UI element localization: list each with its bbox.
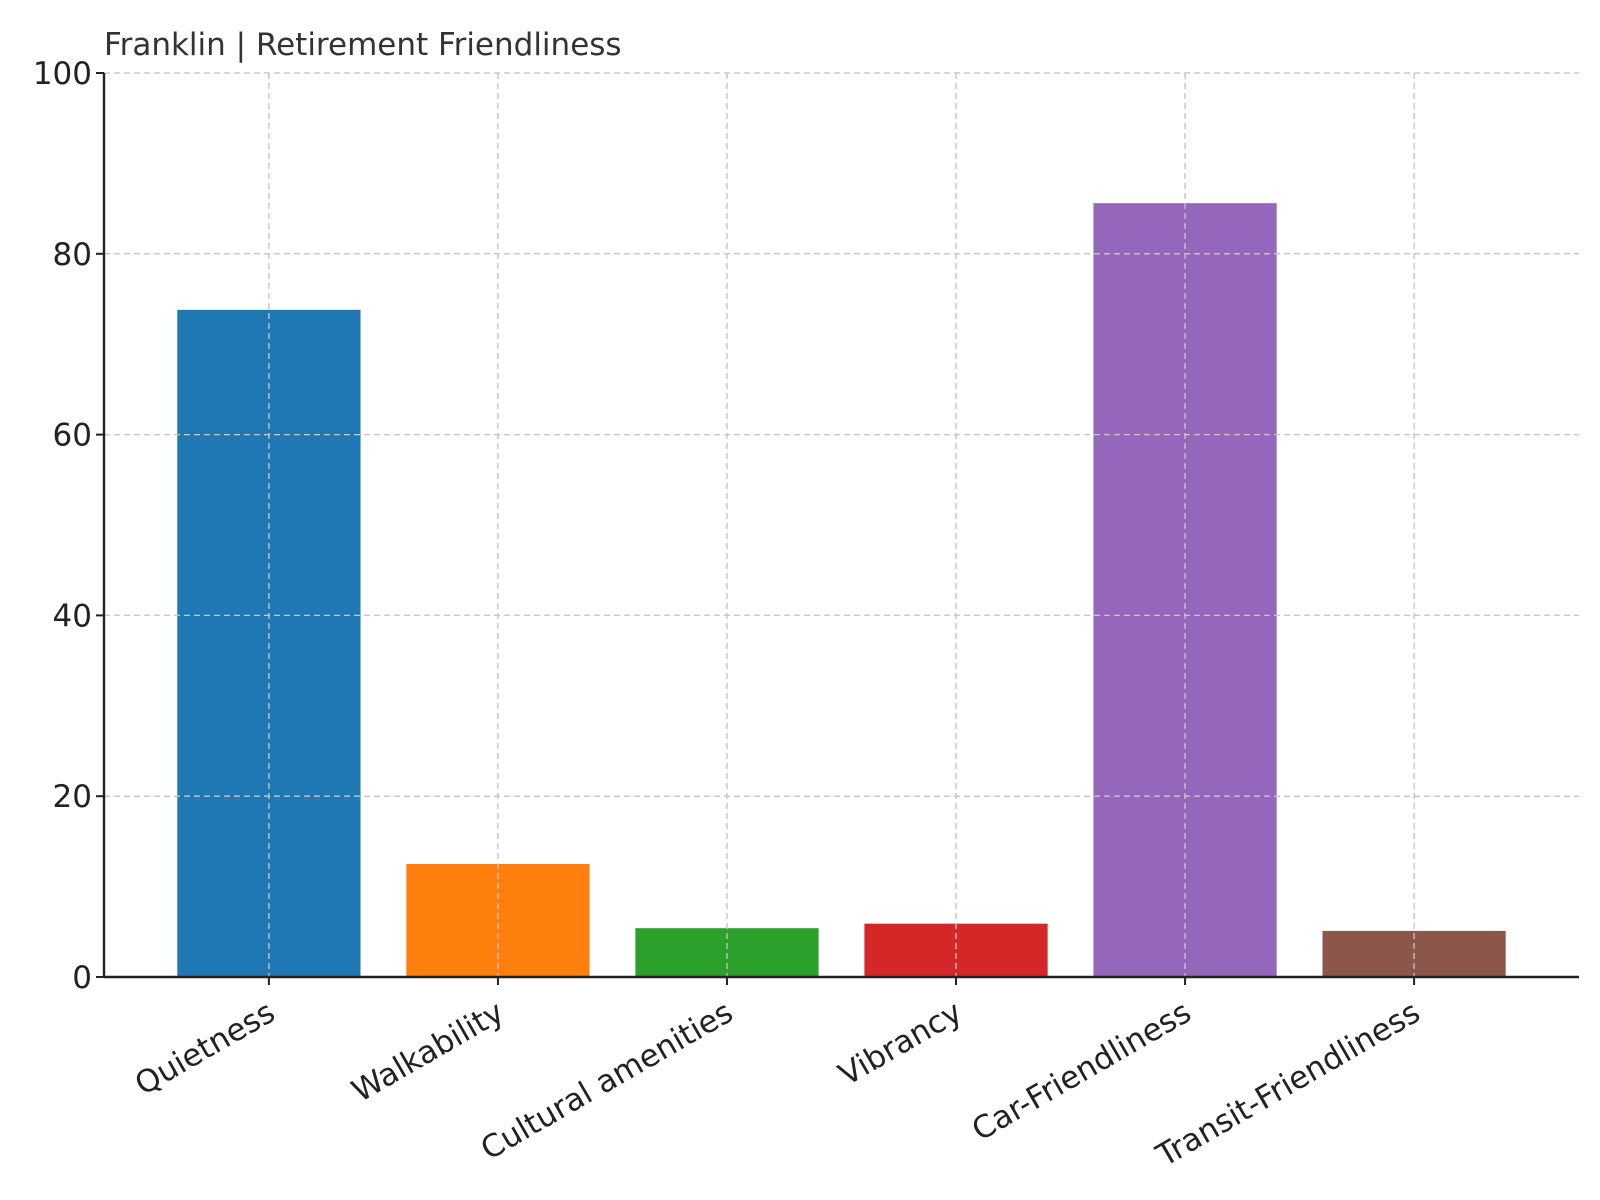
x-tick-label: Walkability: [346, 994, 510, 1110]
bars: [104, 72, 1579, 977]
x-tick-label: Car-Friendliness: [966, 994, 1197, 1148]
chart-title: Franklin | Retirement Friendliness: [104, 27, 622, 63]
y-axis-ticks: 0 20 40 60 80 100: [33, 56, 104, 996]
x-tick-label: Quietness: [129, 994, 281, 1103]
x-tick-label: Cultural amenities: [475, 994, 739, 1167]
y-tick-label: 60: [53, 418, 92, 454]
axes: [102, 73, 1579, 979]
y-tick-label: 0: [72, 960, 92, 996]
bar-car-friendliness: [1093, 203, 1277, 977]
bar-walkability: [406, 864, 590, 977]
x-tick-label: Vibrancy: [833, 994, 968, 1093]
y-tick-label: 100: [33, 56, 92, 92]
y-tick-label: 80: [53, 237, 92, 273]
y-tick-label: 40: [53, 598, 92, 634]
y-tick-label: 20: [53, 779, 92, 815]
